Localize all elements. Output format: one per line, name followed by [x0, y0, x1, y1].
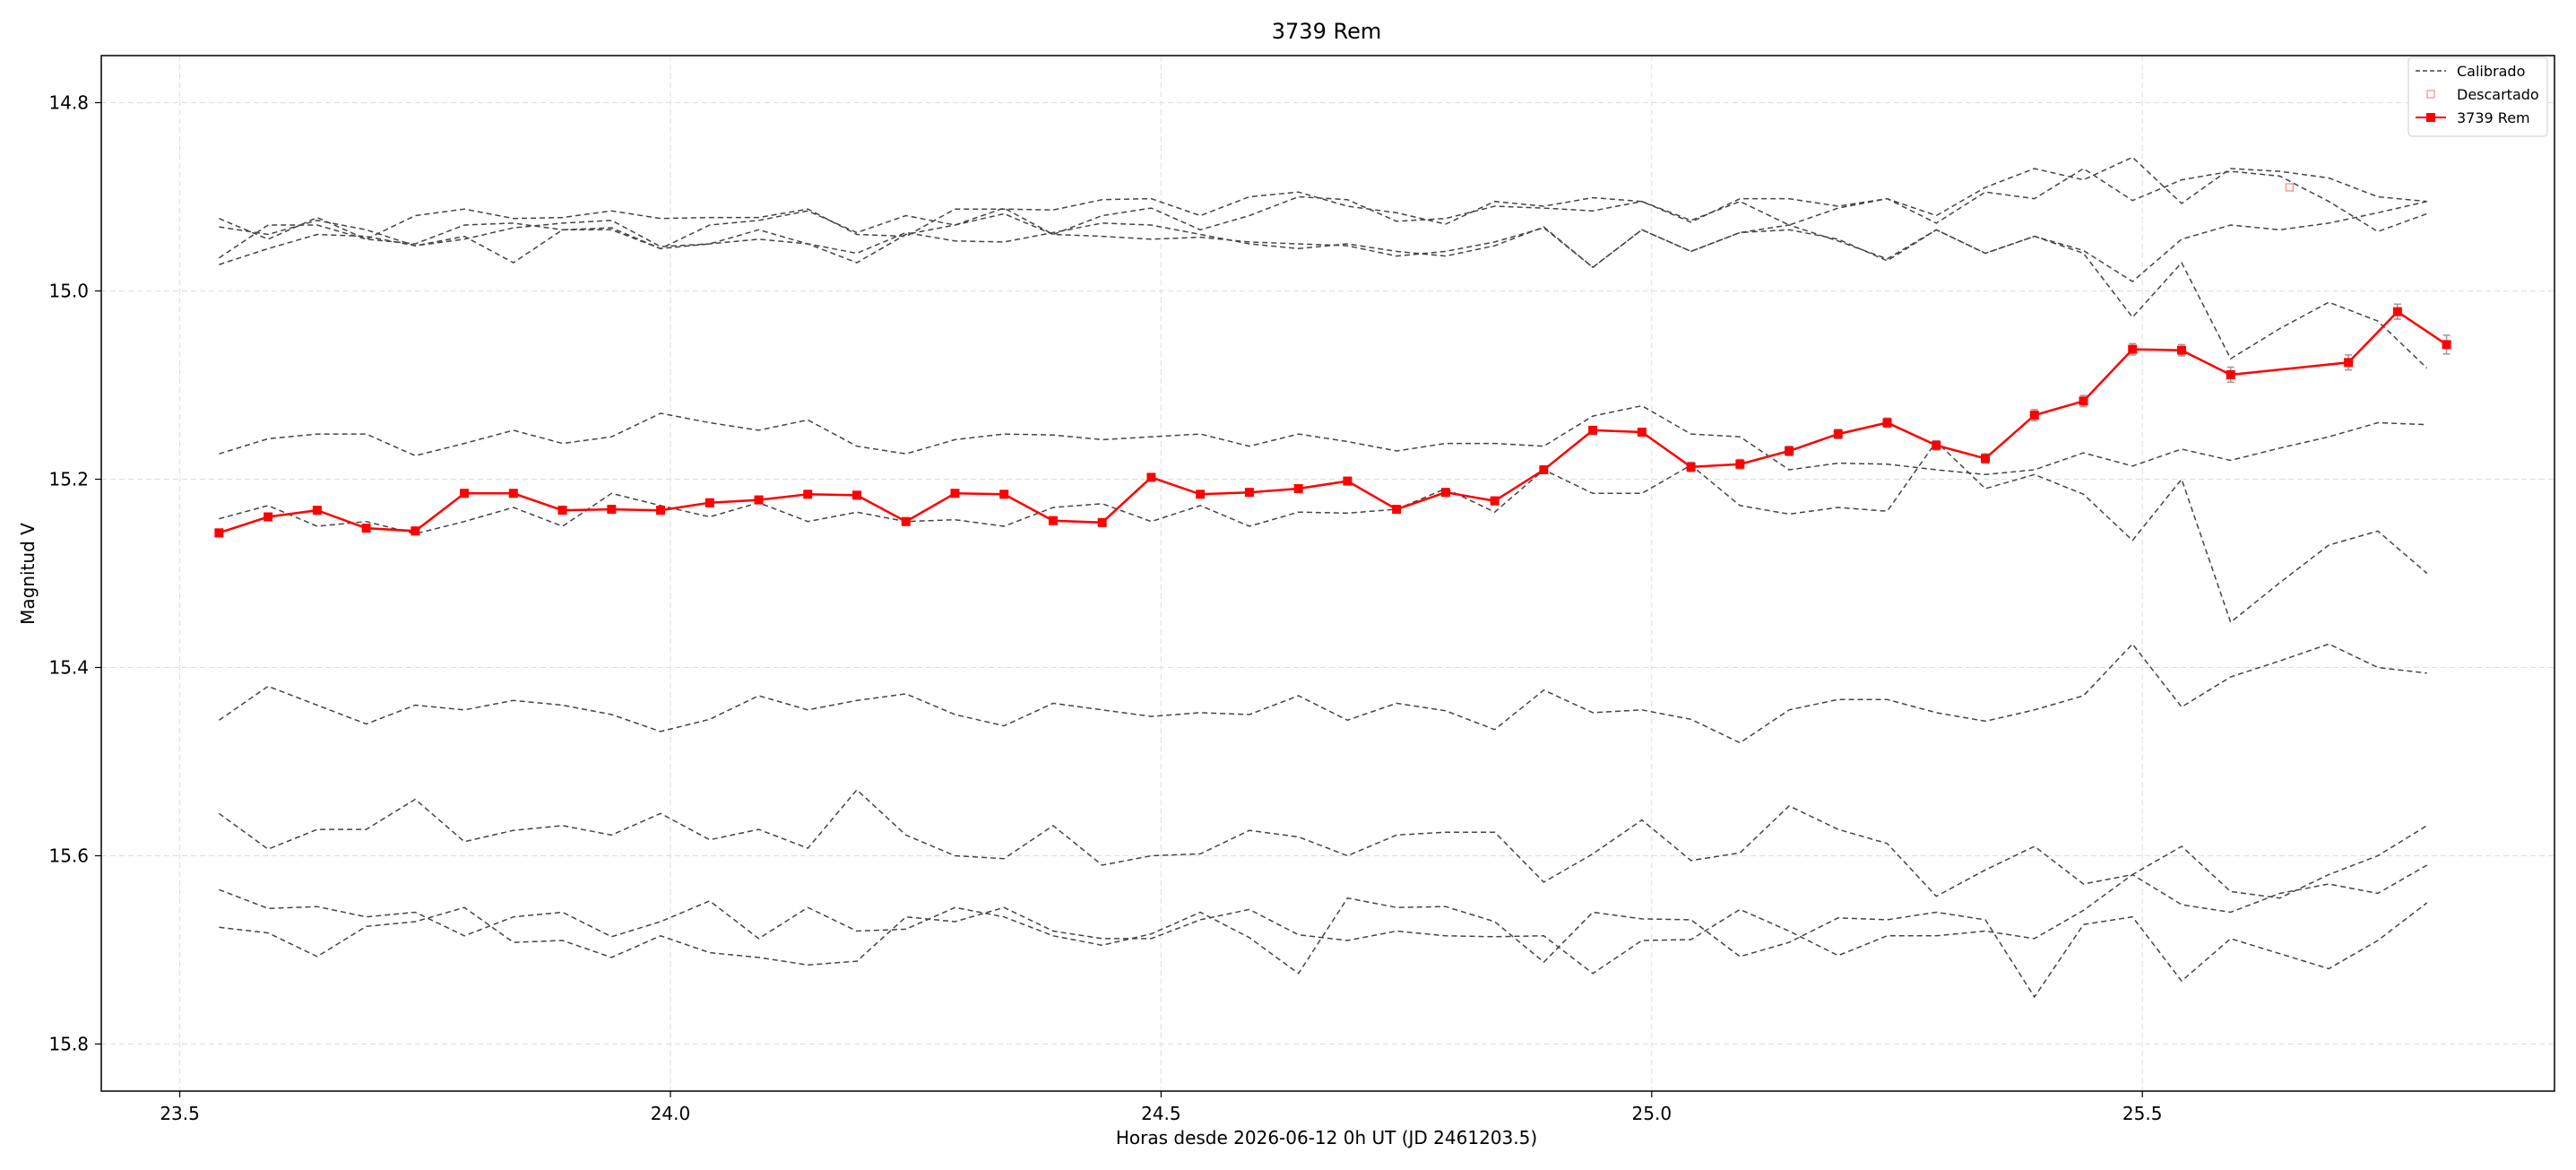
- target-data-point: [2176, 345, 2186, 355]
- y-tick-label: 15.0: [48, 281, 89, 302]
- target-series-line: [219, 309, 2448, 534]
- target-data-point: [803, 490, 813, 499]
- target-data-point: [2128, 344, 2138, 354]
- target-data-point: [214, 528, 224, 538]
- y-tick-label: 15.2: [48, 469, 89, 490]
- target-data-point: [1343, 476, 1353, 486]
- chart-title: 3739 Rem: [1272, 19, 1381, 44]
- target-data-point: [1293, 484, 1303, 493]
- target-series: [214, 303, 2451, 538]
- target-data-point: [1833, 429, 1843, 439]
- target-data-point: [999, 490, 1009, 499]
- target-data-point: [1146, 472, 1156, 482]
- discarded-point: [2285, 183, 2295, 192]
- target-data-point: [411, 526, 420, 536]
- comparison-star-series: [218, 156, 2428, 999]
- target-data-point: [901, 516, 911, 526]
- target-data-point: [1392, 505, 1402, 515]
- legend-descartado-label: Descartado: [2457, 86, 2539, 103]
- comparison-series-line: [219, 200, 2427, 282]
- comparison-series-line: [219, 404, 2427, 476]
- target-data-point: [558, 506, 567, 516]
- y-tick-label: 15.4: [48, 657, 89, 679]
- x-axis-ticks: 23.5 24.0 24.5 25.0 25.5: [160, 1091, 2162, 1124]
- target-data-point: [607, 505, 617, 515]
- target-data-point: [312, 506, 322, 516]
- target-data-point: [1637, 428, 1647, 437]
- comparison-series-line: [219, 440, 2428, 624]
- x-axis-label: Horas desde 2026-06-12 0h UT (JD 2461203…: [1116, 1127, 1537, 1148]
- target-data-point: [1196, 490, 1206, 499]
- target-data-point: [656, 506, 666, 516]
- target-data-point: [1932, 440, 1941, 450]
- target-data-point: [1981, 454, 1991, 464]
- target-data-point: [1539, 465, 1549, 474]
- y-axis-ticks: 14.8 15.0 15.2 15.4 15.6 15.8: [48, 92, 101, 1055]
- legend: Calibrado Descartado 3739 Rem: [2407, 56, 2548, 137]
- target-data-point: [361, 524, 371, 533]
- target-data-point: [2079, 396, 2088, 406]
- target-data-point: [1785, 446, 1794, 455]
- comparison-series-line: [219, 864, 2428, 975]
- target-data-point: [2344, 358, 2354, 368]
- target-data-point: [705, 498, 714, 507]
- x-tick-label: 25.0: [1632, 1103, 1673, 1124]
- legend-calibrado-label: Calibrado: [2457, 63, 2525, 80]
- plot-frame: [100, 55, 2555, 1092]
- comparison-series-line: [219, 888, 2428, 999]
- target-data-point: [1048, 516, 1058, 525]
- x-tick-label: 24.5: [1141, 1103, 1181, 1124]
- x-tick-label: 25.5: [2122, 1103, 2163, 1124]
- target-data-point: [851, 490, 861, 500]
- target-data-point: [1097, 517, 1107, 527]
- x-tick-label: 23.5: [160, 1103, 200, 1124]
- target-data-point: [1686, 462, 1696, 472]
- target-data-point: [508, 489, 518, 498]
- target-data-point: [264, 512, 273, 522]
- target-data-point: [2442, 340, 2451, 350]
- target-data-point: [1588, 425, 1598, 435]
- target-data-point: [1735, 459, 1745, 469]
- target-data-point: [754, 495, 764, 505]
- legend-target-label: 3739 Rem: [2457, 109, 2530, 126]
- y-tick-label: 14.8: [48, 92, 89, 114]
- y-tick-label: 15.8: [48, 1034, 89, 1055]
- comparison-series-line: [218, 643, 2427, 744]
- target-data-point: [2029, 411, 2039, 420]
- legend-descartado-swatch: [2426, 90, 2435, 99]
- grid-lines: [101, 56, 2554, 1091]
- y-axis-label: Magnitud V: [17, 523, 39, 625]
- legend-target-swatch-marker: [2426, 113, 2435, 122]
- x-tick-label: 24.0: [651, 1103, 691, 1124]
- target-data-point: [2226, 369, 2235, 379]
- target-data-point: [460, 489, 470, 498]
- target-data-point: [950, 489, 960, 498]
- comparison-series-line: [219, 168, 2427, 240]
- target-data-point: [1440, 488, 1450, 498]
- target-data-point: [1244, 488, 1254, 498]
- comparison-series-line: [218, 788, 2428, 899]
- discarded-points: [2285, 183, 2295, 192]
- y-tick-label: 15.6: [48, 845, 89, 867]
- target-data-point: [2392, 307, 2402, 316]
- comparison-series-line: [218, 156, 2427, 259]
- target-data-point: [1882, 418, 1892, 428]
- target-data-point: [1490, 496, 1500, 506]
